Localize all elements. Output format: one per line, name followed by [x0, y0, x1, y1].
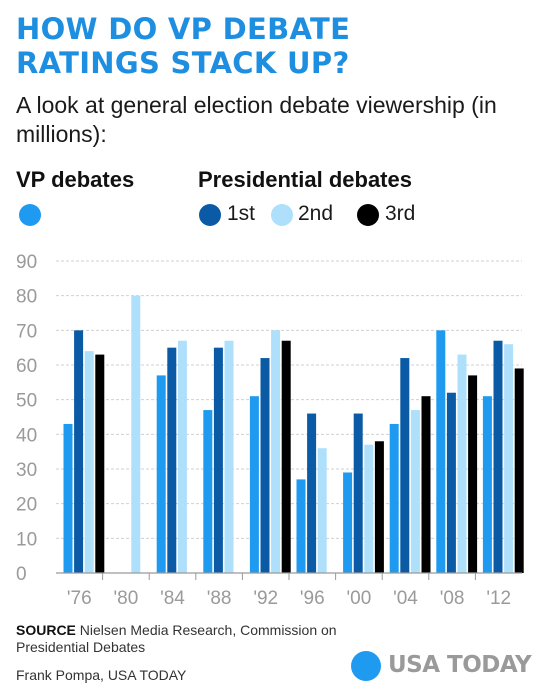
y-tick-label: 90: [16, 252, 37, 273]
source-label: SOURCE: [16, 622, 76, 638]
x-tick-label: '92: [253, 588, 278, 609]
byline: Frank Pompa, USA TODAY: [16, 667, 187, 683]
legend-vp-swatch: [19, 204, 41, 226]
bar-2nd-80: [131, 295, 141, 573]
bar-3rd-76: [95, 354, 105, 573]
usa-today-logo-dot: [351, 651, 381, 681]
bar-3rd-04: [421, 396, 431, 573]
chart-subtitle: A look at general election debate viewer…: [16, 92, 497, 147]
bar-2nd-08: [457, 354, 467, 573]
x-tick-label: '04: [393, 588, 418, 609]
x-tick-label: '80: [114, 588, 139, 609]
bar-2nd-04: [410, 410, 420, 573]
x-tick-label: '12: [486, 588, 511, 609]
bar-1st-96: [307, 413, 317, 573]
bar-1st-12: [493, 340, 503, 573]
bar-vp-debates-96: [296, 479, 306, 573]
x-tick-label: '08: [440, 588, 465, 609]
bar-3rd-92: [281, 340, 291, 573]
legend-second-label: 2nd: [298, 202, 334, 225]
bar-vp-debates-08: [436, 330, 446, 573]
usa-today-logo-text: USA TODAY: [388, 652, 532, 678]
y-tick-label: 0: [16, 564, 27, 585]
bar-2nd-00: [364, 444, 374, 573]
x-tick-label: '76: [67, 588, 92, 609]
bar-3rd-12: [514, 368, 524, 573]
bar-1st-00: [353, 413, 363, 573]
bar-vp-debates-12: [482, 396, 492, 573]
bar-3rd-00: [374, 441, 384, 573]
bar-vp-debates-00: [343, 472, 353, 573]
bar-2nd-12: [504, 344, 514, 573]
bar-2nd-76: [84, 351, 94, 573]
bar-2nd-84: [177, 340, 187, 573]
legend-first-label: 1st: [227, 202, 256, 225]
bar-chart: 0 10 20 30 40 50 60 70 80 90 '76 '80 '84 '88 '92 '96 '00…: [16, 252, 524, 609]
source-text: Nielsen Media Research, Commission on Pr…: [16, 622, 337, 655]
bar-1st-76: [74, 330, 84, 573]
y-tick-label: 30: [16, 460, 37, 481]
legend-vp-heading: VP debates: [16, 167, 135, 192]
bar-3rd-08: [468, 375, 478, 573]
bar-1st-08: [446, 392, 456, 573]
source-note: SOURCE Nielsen Media Research, Commissio…: [16, 622, 356, 656]
bar-vp-debates-04: [389, 423, 399, 573]
x-tick-label: '00: [347, 588, 372, 609]
bar-1st-88: [213, 347, 223, 573]
y-tick-label: 50: [16, 391, 37, 412]
legend-first-swatch: [199, 204, 221, 226]
y-tick-label: 20: [16, 495, 37, 516]
legend-third-swatch: [357, 204, 379, 226]
bar-1st-04: [400, 358, 410, 573]
legend-second-swatch: [271, 204, 293, 226]
bar-2nd-96: [317, 448, 327, 573]
bar-vp-debates-76: [63, 423, 73, 573]
legend-pres-heading: Presidential debates: [198, 167, 412, 192]
bar-1st-92: [260, 358, 270, 573]
title-line-2: RATINGS STACK UP?: [16, 46, 350, 80]
bar-vp-debates-88: [203, 410, 213, 573]
x-tick-label: '88: [207, 588, 232, 609]
title-line-1: HOW DO VP DEBATE: [16, 12, 351, 46]
bar-1st-84: [167, 347, 177, 573]
y-tick-label: 80: [16, 287, 37, 308]
legend-third-label: 3rd: [385, 202, 416, 225]
chart-title: HOW DO VP DEBATE RATINGS STACK UP?: [16, 12, 526, 80]
x-tick-label: '84: [160, 588, 185, 609]
bar-vp-debates-92: [249, 396, 259, 573]
y-tick-label: 70: [16, 321, 37, 342]
y-tick-label: 60: [16, 356, 37, 377]
x-tick-label: '96: [300, 588, 325, 609]
y-tick-label: 40: [16, 425, 37, 446]
bar-2nd-88: [224, 340, 234, 573]
bar-vp-debates-84: [156, 375, 166, 573]
bar-2nd-92: [271, 330, 281, 573]
y-tick-label: 10: [16, 529, 37, 550]
